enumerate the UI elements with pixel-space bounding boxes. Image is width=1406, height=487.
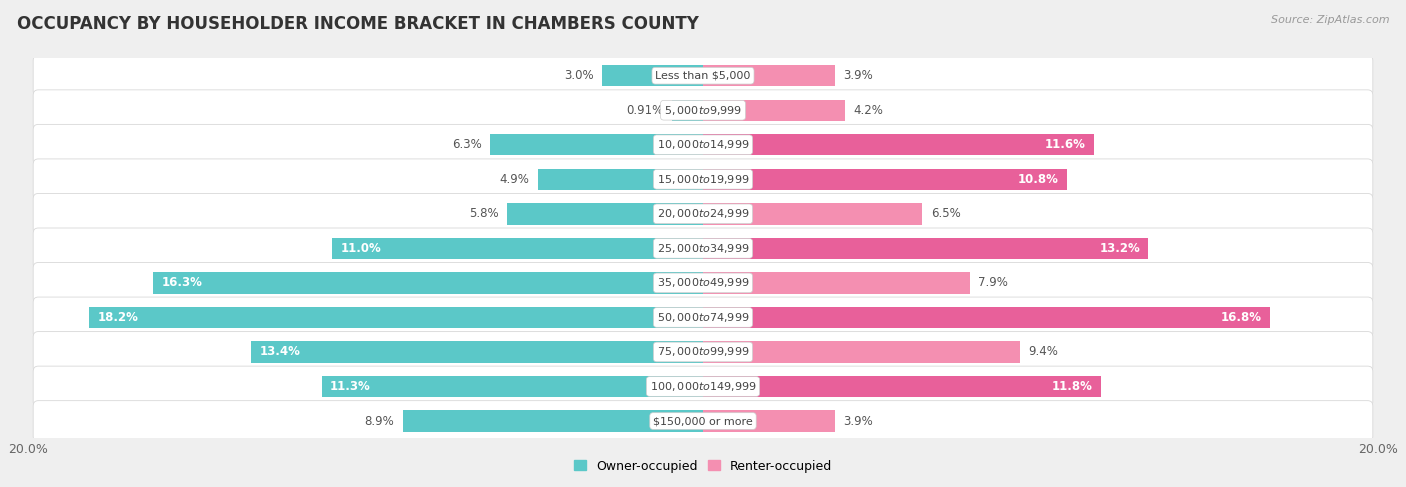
Bar xyxy=(703,307,1270,328)
Text: 9.4%: 9.4% xyxy=(1029,345,1059,358)
Bar xyxy=(703,411,835,432)
Bar xyxy=(153,272,703,294)
FancyBboxPatch shape xyxy=(34,56,1372,96)
Text: OCCUPANCY BY HOUSEHOLDER INCOME BRACKET IN CHAMBERS COUNTY: OCCUPANCY BY HOUSEHOLDER INCOME BRACKET … xyxy=(17,15,699,33)
Text: 3.9%: 3.9% xyxy=(844,414,873,428)
Text: 6.3%: 6.3% xyxy=(453,138,482,151)
FancyBboxPatch shape xyxy=(34,262,1372,303)
FancyBboxPatch shape xyxy=(34,401,1372,441)
Text: Less than $5,000: Less than $5,000 xyxy=(655,71,751,81)
Text: 7.9%: 7.9% xyxy=(979,277,1008,289)
Text: $20,000 to $24,999: $20,000 to $24,999 xyxy=(657,207,749,220)
Bar xyxy=(402,411,703,432)
Text: 8.9%: 8.9% xyxy=(364,414,394,428)
Bar xyxy=(703,65,835,86)
Bar xyxy=(703,99,845,121)
Bar xyxy=(703,376,1101,397)
Text: 16.8%: 16.8% xyxy=(1220,311,1261,324)
FancyBboxPatch shape xyxy=(34,297,1372,338)
Text: $5,000 to $9,999: $5,000 to $9,999 xyxy=(664,104,742,117)
Bar xyxy=(250,341,703,363)
Bar xyxy=(703,134,1094,155)
FancyBboxPatch shape xyxy=(34,159,1372,200)
Text: 11.8%: 11.8% xyxy=(1052,380,1092,393)
Text: 13.2%: 13.2% xyxy=(1099,242,1140,255)
Text: 3.9%: 3.9% xyxy=(844,69,873,82)
Text: 4.9%: 4.9% xyxy=(499,173,529,186)
Text: $150,000 or more: $150,000 or more xyxy=(654,416,752,426)
Bar xyxy=(703,203,922,225)
Text: $75,000 to $99,999: $75,000 to $99,999 xyxy=(657,345,749,358)
Bar xyxy=(672,99,703,121)
Bar xyxy=(537,169,703,190)
Text: 3.0%: 3.0% xyxy=(564,69,593,82)
Bar xyxy=(703,169,1067,190)
FancyBboxPatch shape xyxy=(34,366,1372,407)
Text: 18.2%: 18.2% xyxy=(97,311,138,324)
Bar xyxy=(703,238,1149,259)
Text: 0.91%: 0.91% xyxy=(627,104,664,117)
FancyBboxPatch shape xyxy=(34,228,1372,269)
Text: Source: ZipAtlas.com: Source: ZipAtlas.com xyxy=(1271,15,1389,25)
FancyBboxPatch shape xyxy=(34,193,1372,234)
Text: $50,000 to $74,999: $50,000 to $74,999 xyxy=(657,311,749,324)
Bar xyxy=(602,65,703,86)
Text: $35,000 to $49,999: $35,000 to $49,999 xyxy=(657,277,749,289)
Text: 4.2%: 4.2% xyxy=(853,104,883,117)
Text: 16.3%: 16.3% xyxy=(162,277,202,289)
Text: $100,000 to $149,999: $100,000 to $149,999 xyxy=(650,380,756,393)
Text: $15,000 to $19,999: $15,000 to $19,999 xyxy=(657,173,749,186)
Text: $10,000 to $14,999: $10,000 to $14,999 xyxy=(657,138,749,151)
Bar xyxy=(332,238,703,259)
Bar xyxy=(703,272,970,294)
Bar xyxy=(491,134,703,155)
Legend: Owner-occupied, Renter-occupied: Owner-occupied, Renter-occupied xyxy=(568,455,838,478)
Text: 13.4%: 13.4% xyxy=(259,345,299,358)
Text: 5.8%: 5.8% xyxy=(470,207,499,220)
Bar xyxy=(89,307,703,328)
Bar xyxy=(322,376,703,397)
FancyBboxPatch shape xyxy=(34,332,1372,373)
Text: 11.3%: 11.3% xyxy=(330,380,371,393)
FancyBboxPatch shape xyxy=(34,124,1372,165)
Bar xyxy=(703,341,1021,363)
Bar xyxy=(508,203,703,225)
Text: 6.5%: 6.5% xyxy=(931,207,960,220)
Text: 11.6%: 11.6% xyxy=(1045,138,1085,151)
Text: $25,000 to $34,999: $25,000 to $34,999 xyxy=(657,242,749,255)
Text: 10.8%: 10.8% xyxy=(1018,173,1059,186)
FancyBboxPatch shape xyxy=(34,90,1372,131)
Text: 11.0%: 11.0% xyxy=(340,242,381,255)
